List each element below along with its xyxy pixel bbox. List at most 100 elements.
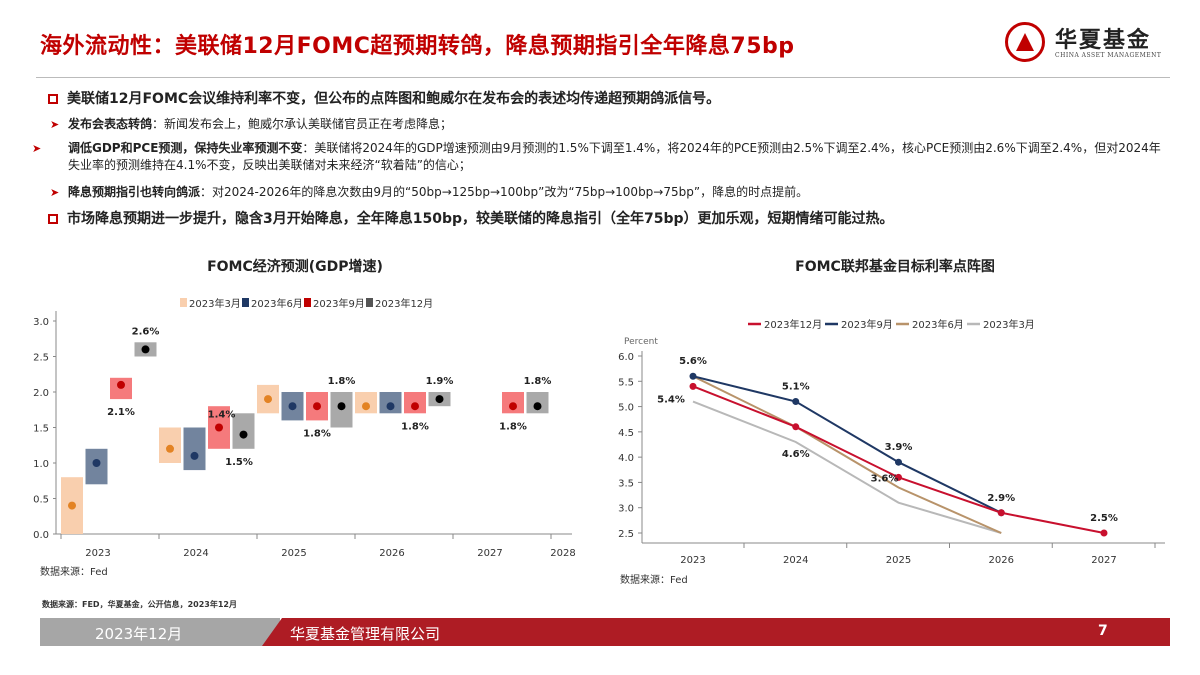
bullet-main: 市场降息预期进一步提升，隐含3月开始降息，全年降息150bp，较美联储的降息指引… bbox=[48, 211, 1168, 228]
data-point bbox=[689, 382, 697, 390]
y-tick-label: 4.5 bbox=[618, 428, 634, 439]
legend-label: 2023年12月 bbox=[764, 318, 822, 331]
median-dot bbox=[362, 402, 370, 411]
data-point bbox=[792, 398, 800, 406]
legend-label: 2023年6月 bbox=[251, 297, 303, 310]
legend-swatch bbox=[180, 298, 187, 307]
arrow-bullet-icon: ➤ bbox=[32, 142, 42, 155]
header-divider bbox=[36, 77, 1170, 78]
chart-source: 数据来源：Fed bbox=[620, 573, 688, 586]
median-dot bbox=[435, 395, 444, 404]
data-label: 2.9% bbox=[987, 493, 1015, 504]
median-dot bbox=[411, 402, 419, 411]
x-tick-label: 2025 bbox=[281, 548, 306, 559]
gdp-chart-title: FOMC经济预测(GDP增速) bbox=[207, 259, 383, 275]
page-number: 7 bbox=[1098, 623, 1108, 639]
square-bullet-icon bbox=[48, 94, 58, 104]
y-tick-label: 0.0 bbox=[33, 530, 49, 541]
data-label: 1.8% bbox=[524, 376, 552, 387]
x-tick-label: 2024 bbox=[183, 548, 208, 559]
data-label: 5.4% bbox=[657, 394, 685, 405]
y-tick-label: 1.5 bbox=[33, 424, 49, 435]
bullet-text: ：美联储将2024年的GDP增速预测由9月预测的1.5%下调至1.4%，将202… bbox=[68, 141, 1161, 172]
arrow-bullet-icon: ➤ bbox=[50, 118, 60, 131]
bullet-heading: 发布会表态转鸽 bbox=[68, 117, 153, 131]
data-point bbox=[997, 509, 1005, 517]
y-tick-label: 5.5 bbox=[618, 377, 634, 388]
company-logo: 华夏基金 CHINA ASSET MANAGEMENT bbox=[1005, 20, 1165, 66]
square-bullet-icon bbox=[48, 214, 58, 224]
bullet-sub: ➤ 发布会表态转鸽：新闻发布会上，鲍威尔承认美联储官员正在考虑降息； bbox=[50, 116, 1170, 133]
logo-text: 华夏基金 bbox=[1055, 28, 1152, 53]
y-tick-label: 3.0 bbox=[33, 317, 49, 328]
data-label: 3.9% bbox=[885, 442, 913, 453]
data-label: 5.6% bbox=[679, 356, 707, 367]
legend-label: 2023年3月 bbox=[983, 318, 1035, 331]
legend-label: 2023年6月 bbox=[912, 318, 964, 331]
data-label: 2.5% bbox=[1090, 513, 1118, 524]
data-label: 1.8% bbox=[499, 421, 527, 432]
data-label: 4.6% bbox=[782, 449, 810, 460]
bullet-sub: ➤ 降息预期指引也转向鸽派：对2024-2026年的降息次数由9月的“50bp→1… bbox=[50, 184, 1170, 201]
data-label: 3.6% bbox=[871, 473, 899, 484]
data-label: 1.4% bbox=[208, 409, 236, 420]
footer-date: 2023年12月 bbox=[95, 625, 183, 643]
footer-company: 华夏基金管理有限公司 bbox=[290, 625, 441, 643]
bullet-text: 美联储12月FOMC会议维持利率不变，但公布的点阵图和鲍威尔在发布会的表述均传递… bbox=[67, 91, 721, 107]
median-dot bbox=[117, 380, 125, 389]
median-dot bbox=[509, 402, 517, 411]
bullet-heading: 调低GDP和PCE预测，保持失业率预测不变 bbox=[68, 141, 303, 155]
data-label: 2.1% bbox=[107, 407, 135, 418]
data-point bbox=[1100, 529, 1108, 537]
series-line bbox=[692, 375, 1002, 514]
legend-swatch bbox=[304, 298, 311, 307]
legend-label: 2023年9月 bbox=[841, 318, 893, 331]
x-tick-label: 2026 bbox=[379, 548, 404, 559]
chart-source: 数据来源：Fed bbox=[40, 565, 108, 578]
y-tick-label: 3.0 bbox=[618, 504, 634, 515]
median-dot bbox=[141, 345, 150, 354]
median-dot bbox=[313, 402, 321, 411]
data-point bbox=[895, 458, 902, 466]
rate-chart-title: FOMC联邦基金目标利率点阵图 bbox=[795, 259, 995, 275]
dot-plot-chart: 2023年12月 2023年9月 2023年6月 2023年3月 Percent 2.5 3… bbox=[618, 318, 1165, 586]
median-dot bbox=[264, 395, 272, 404]
y-tick-label: 3.5 bbox=[618, 478, 634, 489]
data-label: 1.9% bbox=[426, 376, 454, 387]
series-line bbox=[692, 375, 1002, 534]
y-tick-label: 6.0 bbox=[618, 352, 634, 363]
bullet-text: ：新闻发布会上，鲍威尔承认美联储官员正在考虑降息； bbox=[152, 117, 453, 131]
data-label: 1.8% bbox=[303, 428, 331, 439]
data-label: 1.8% bbox=[328, 376, 356, 387]
x-tick-label: 2025 bbox=[886, 555, 911, 566]
x-tick-label: 2024 bbox=[783, 555, 808, 566]
logo-mark-icon bbox=[1005, 22, 1045, 62]
data-label: 2.6% bbox=[132, 326, 160, 337]
bullet-text: 市场降息预期进一步提升，隐含3月开始降息，全年降息150bp，较美联储的降息指引… bbox=[67, 211, 894, 227]
arrow-bullet-icon: ➤ bbox=[50, 186, 60, 199]
data-point bbox=[689, 372, 697, 380]
median-dot bbox=[288, 402, 297, 411]
y-tick-label: 2.5 bbox=[33, 353, 49, 364]
y-tick-label: 1.0 bbox=[33, 459, 49, 470]
median-dot bbox=[533, 402, 542, 411]
x-tick-label: 2026 bbox=[989, 555, 1014, 566]
y-tick-label: 4.0 bbox=[618, 453, 634, 464]
data-point bbox=[792, 423, 800, 431]
data-point bbox=[895, 473, 902, 481]
legend-label: 2023年3月 bbox=[189, 297, 241, 310]
y-tick-label: 0.5 bbox=[33, 495, 49, 506]
data-label: 1.8% bbox=[401, 421, 429, 432]
data-label: 5.1% bbox=[782, 382, 810, 393]
logo-subtext: CHINA ASSET MANAGEMENT bbox=[1055, 52, 1162, 59]
median-dot bbox=[92, 459, 101, 467]
bullet-text: ：对2024-2026年的降息次数由9月的“50bp→125bp→100bp”改… bbox=[200, 185, 809, 199]
y-tick-label: 2.5 bbox=[618, 529, 634, 540]
gdp-forecast-chart: 2023年3月 2023年6月 2023年9月 2023年12月 0.0 0.5 1.0 1.… bbox=[33, 297, 576, 578]
median-dot bbox=[68, 501, 76, 510]
median-dot bbox=[190, 451, 199, 460]
legend-swatch bbox=[366, 298, 373, 307]
x-tick-label: 2023 bbox=[680, 555, 705, 566]
data-label: 1.5% bbox=[225, 457, 253, 468]
source-note: 数据来源：FED，华夏基金，公开信息，2023年12月 bbox=[42, 600, 237, 609]
